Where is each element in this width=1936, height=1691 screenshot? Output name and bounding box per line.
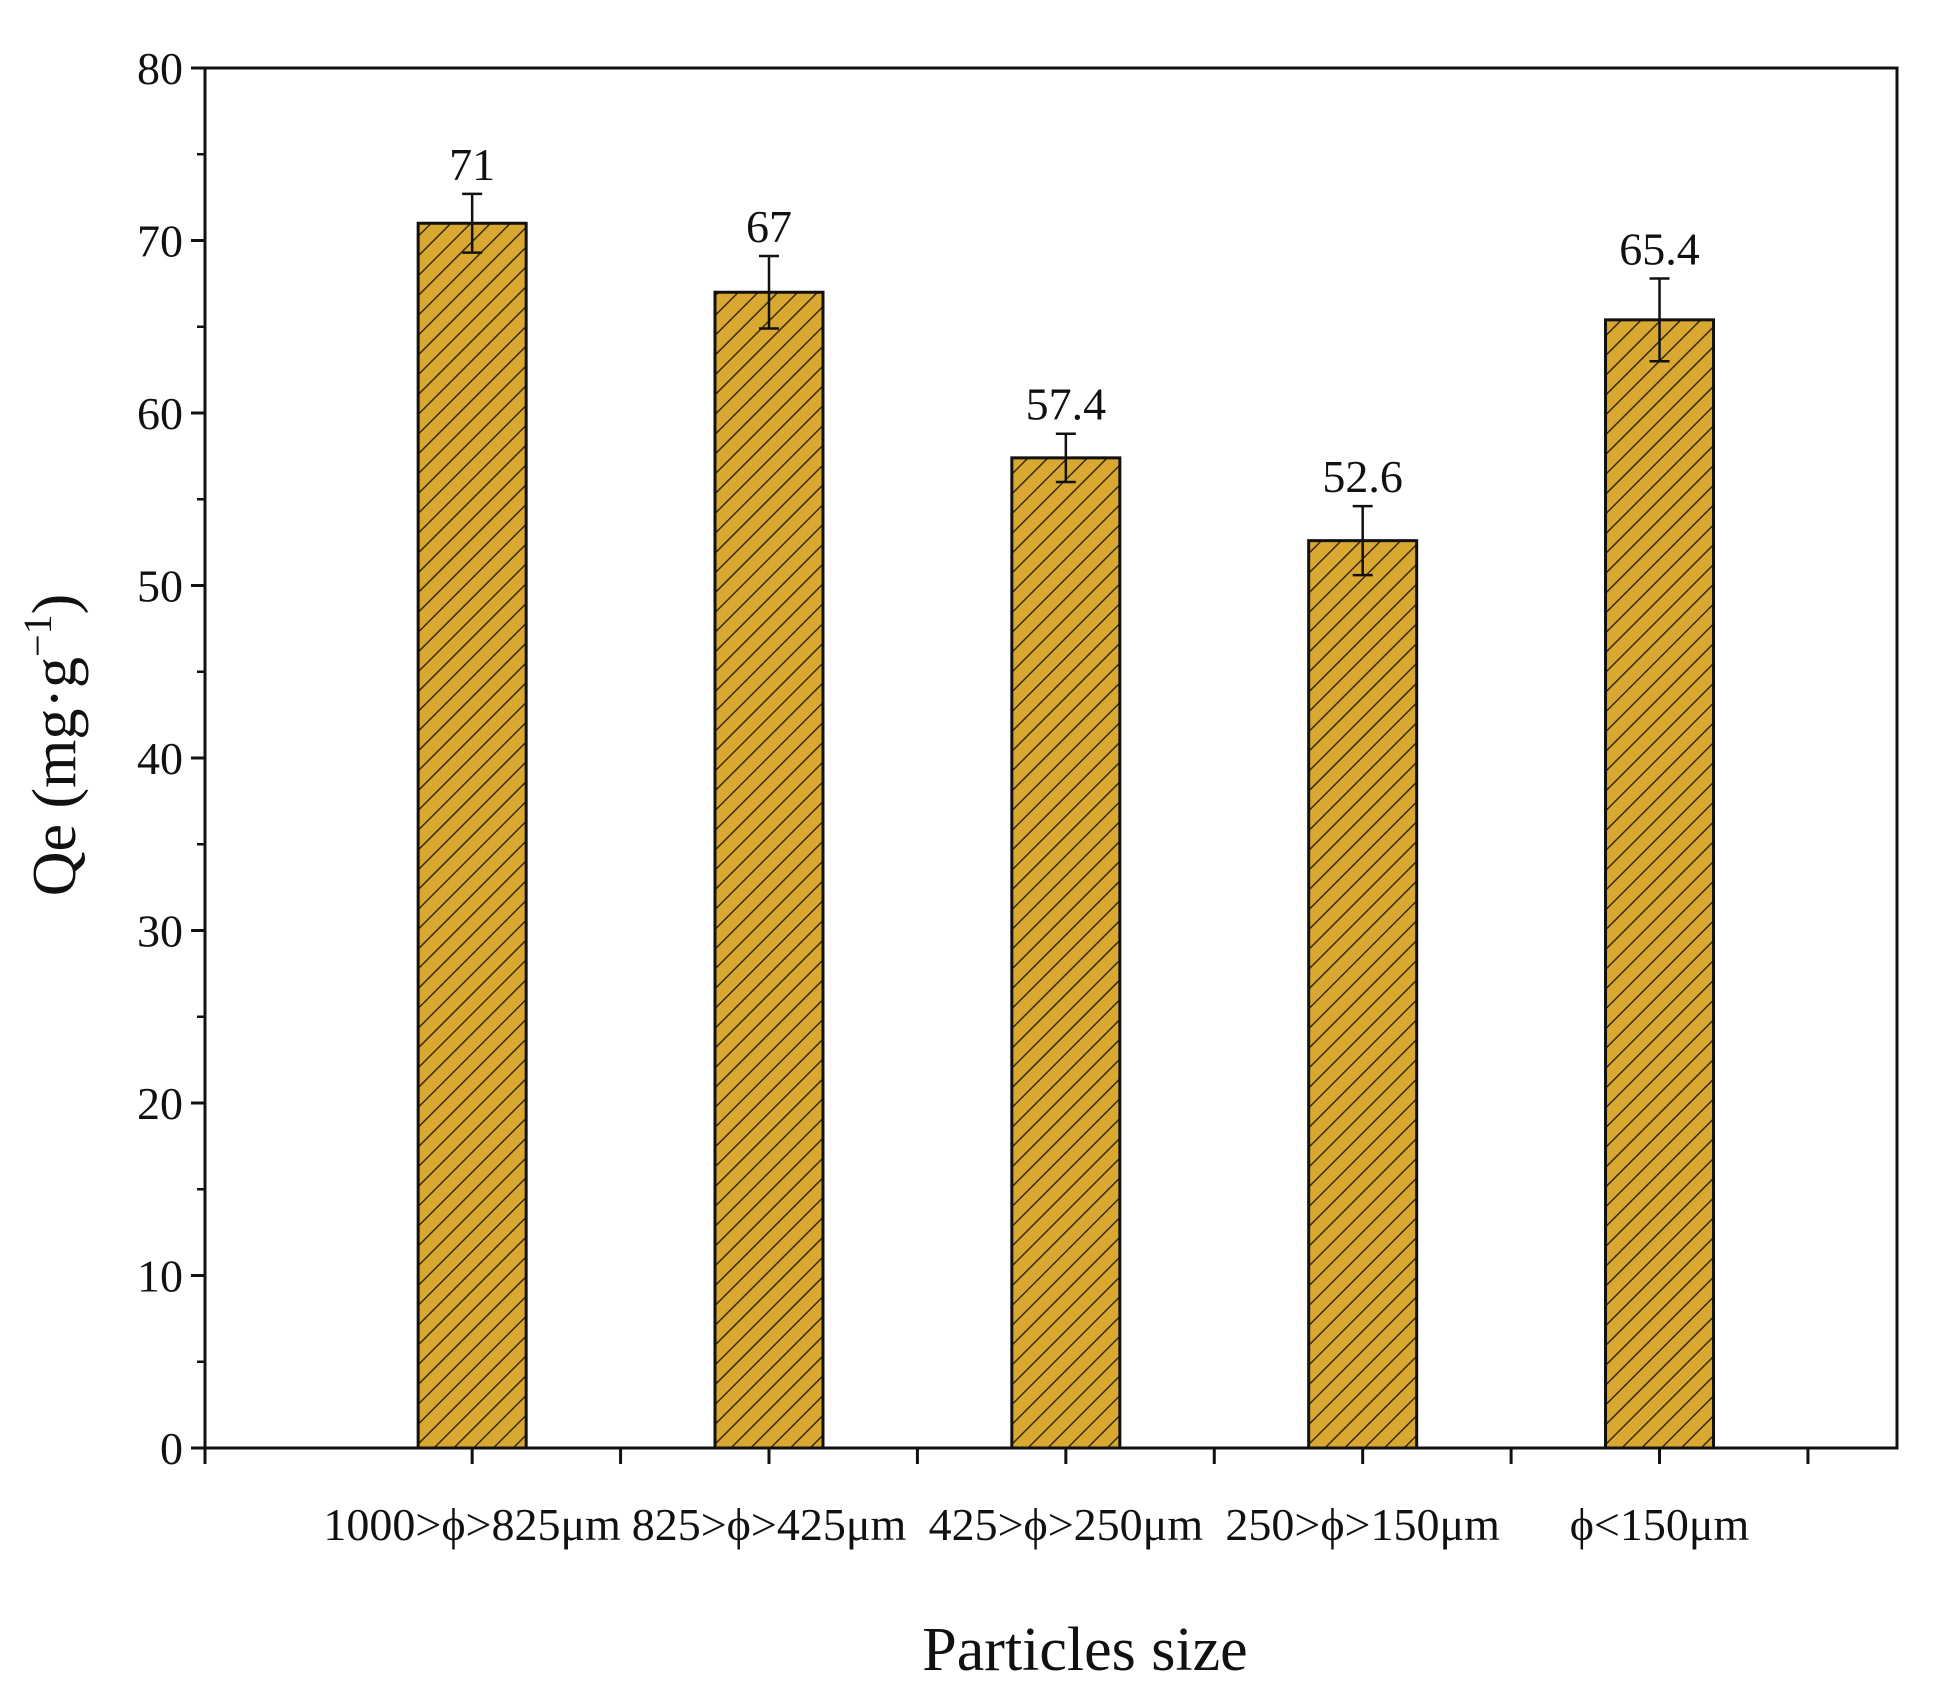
y-tick-label: 70 — [137, 216, 183, 267]
x-tick-label: 250>ϕ>150μm — [1225, 1499, 1500, 1550]
data-labels: 71 67 57.4 52.6 65.4 — [449, 139, 1700, 502]
x-axis: 1000>ϕ>825μm 825>ϕ>425μm 425>ϕ>250μm 250>ϕ>… — [203, 1448, 1810, 1550]
data-label: 71 — [449, 139, 495, 190]
y-tick-label: 40 — [137, 733, 183, 784]
y-tick-label: 0 — [160, 1423, 183, 1474]
x-tick-label: ϕ<150μm — [1570, 1499, 1750, 1550]
x-tick-label: 825>ϕ>425μm — [632, 1499, 907, 1550]
x-axis-title: Particles size — [922, 1616, 1247, 1684]
data-label: 52.6 — [1322, 451, 1403, 502]
data-label: 65.4 — [1619, 223, 1700, 274]
bar — [1010, 456, 1122, 1450]
y-axis: 0 10 20 30 40 50 60 70 80 — [137, 43, 205, 1474]
y-tick-label: 50 — [137, 561, 183, 612]
y-axis-title-main: Qe (mg·g — [21, 657, 89, 896]
y-axis-title: Qe (mg·g−1) — [15, 594, 89, 897]
bar — [713, 290, 825, 1450]
data-label: 57.4 — [1026, 379, 1107, 430]
error-bars — [462, 192, 1670, 577]
data-label: 67 — [746, 201, 792, 252]
y-tick-label: 60 — [137, 388, 183, 439]
y-tick-label: 20 — [137, 1078, 183, 1129]
bar-series — [416, 221, 1716, 1450]
y-tick-label: 10 — [137, 1251, 183, 1302]
bar — [416, 221, 528, 1450]
x-tick-label: 1000>ϕ>825μm — [323, 1499, 621, 1550]
bar — [1604, 318, 1716, 1450]
y-tick-label: 30 — [137, 906, 183, 957]
y-axis-title-close: ) — [21, 594, 89, 615]
bar — [1307, 539, 1419, 1450]
x-tick-label: 425>ϕ>250μm — [929, 1499, 1204, 1550]
y-axis-title-superscript: −1 — [15, 614, 60, 657]
y-tick-label: 80 — [137, 43, 183, 94]
